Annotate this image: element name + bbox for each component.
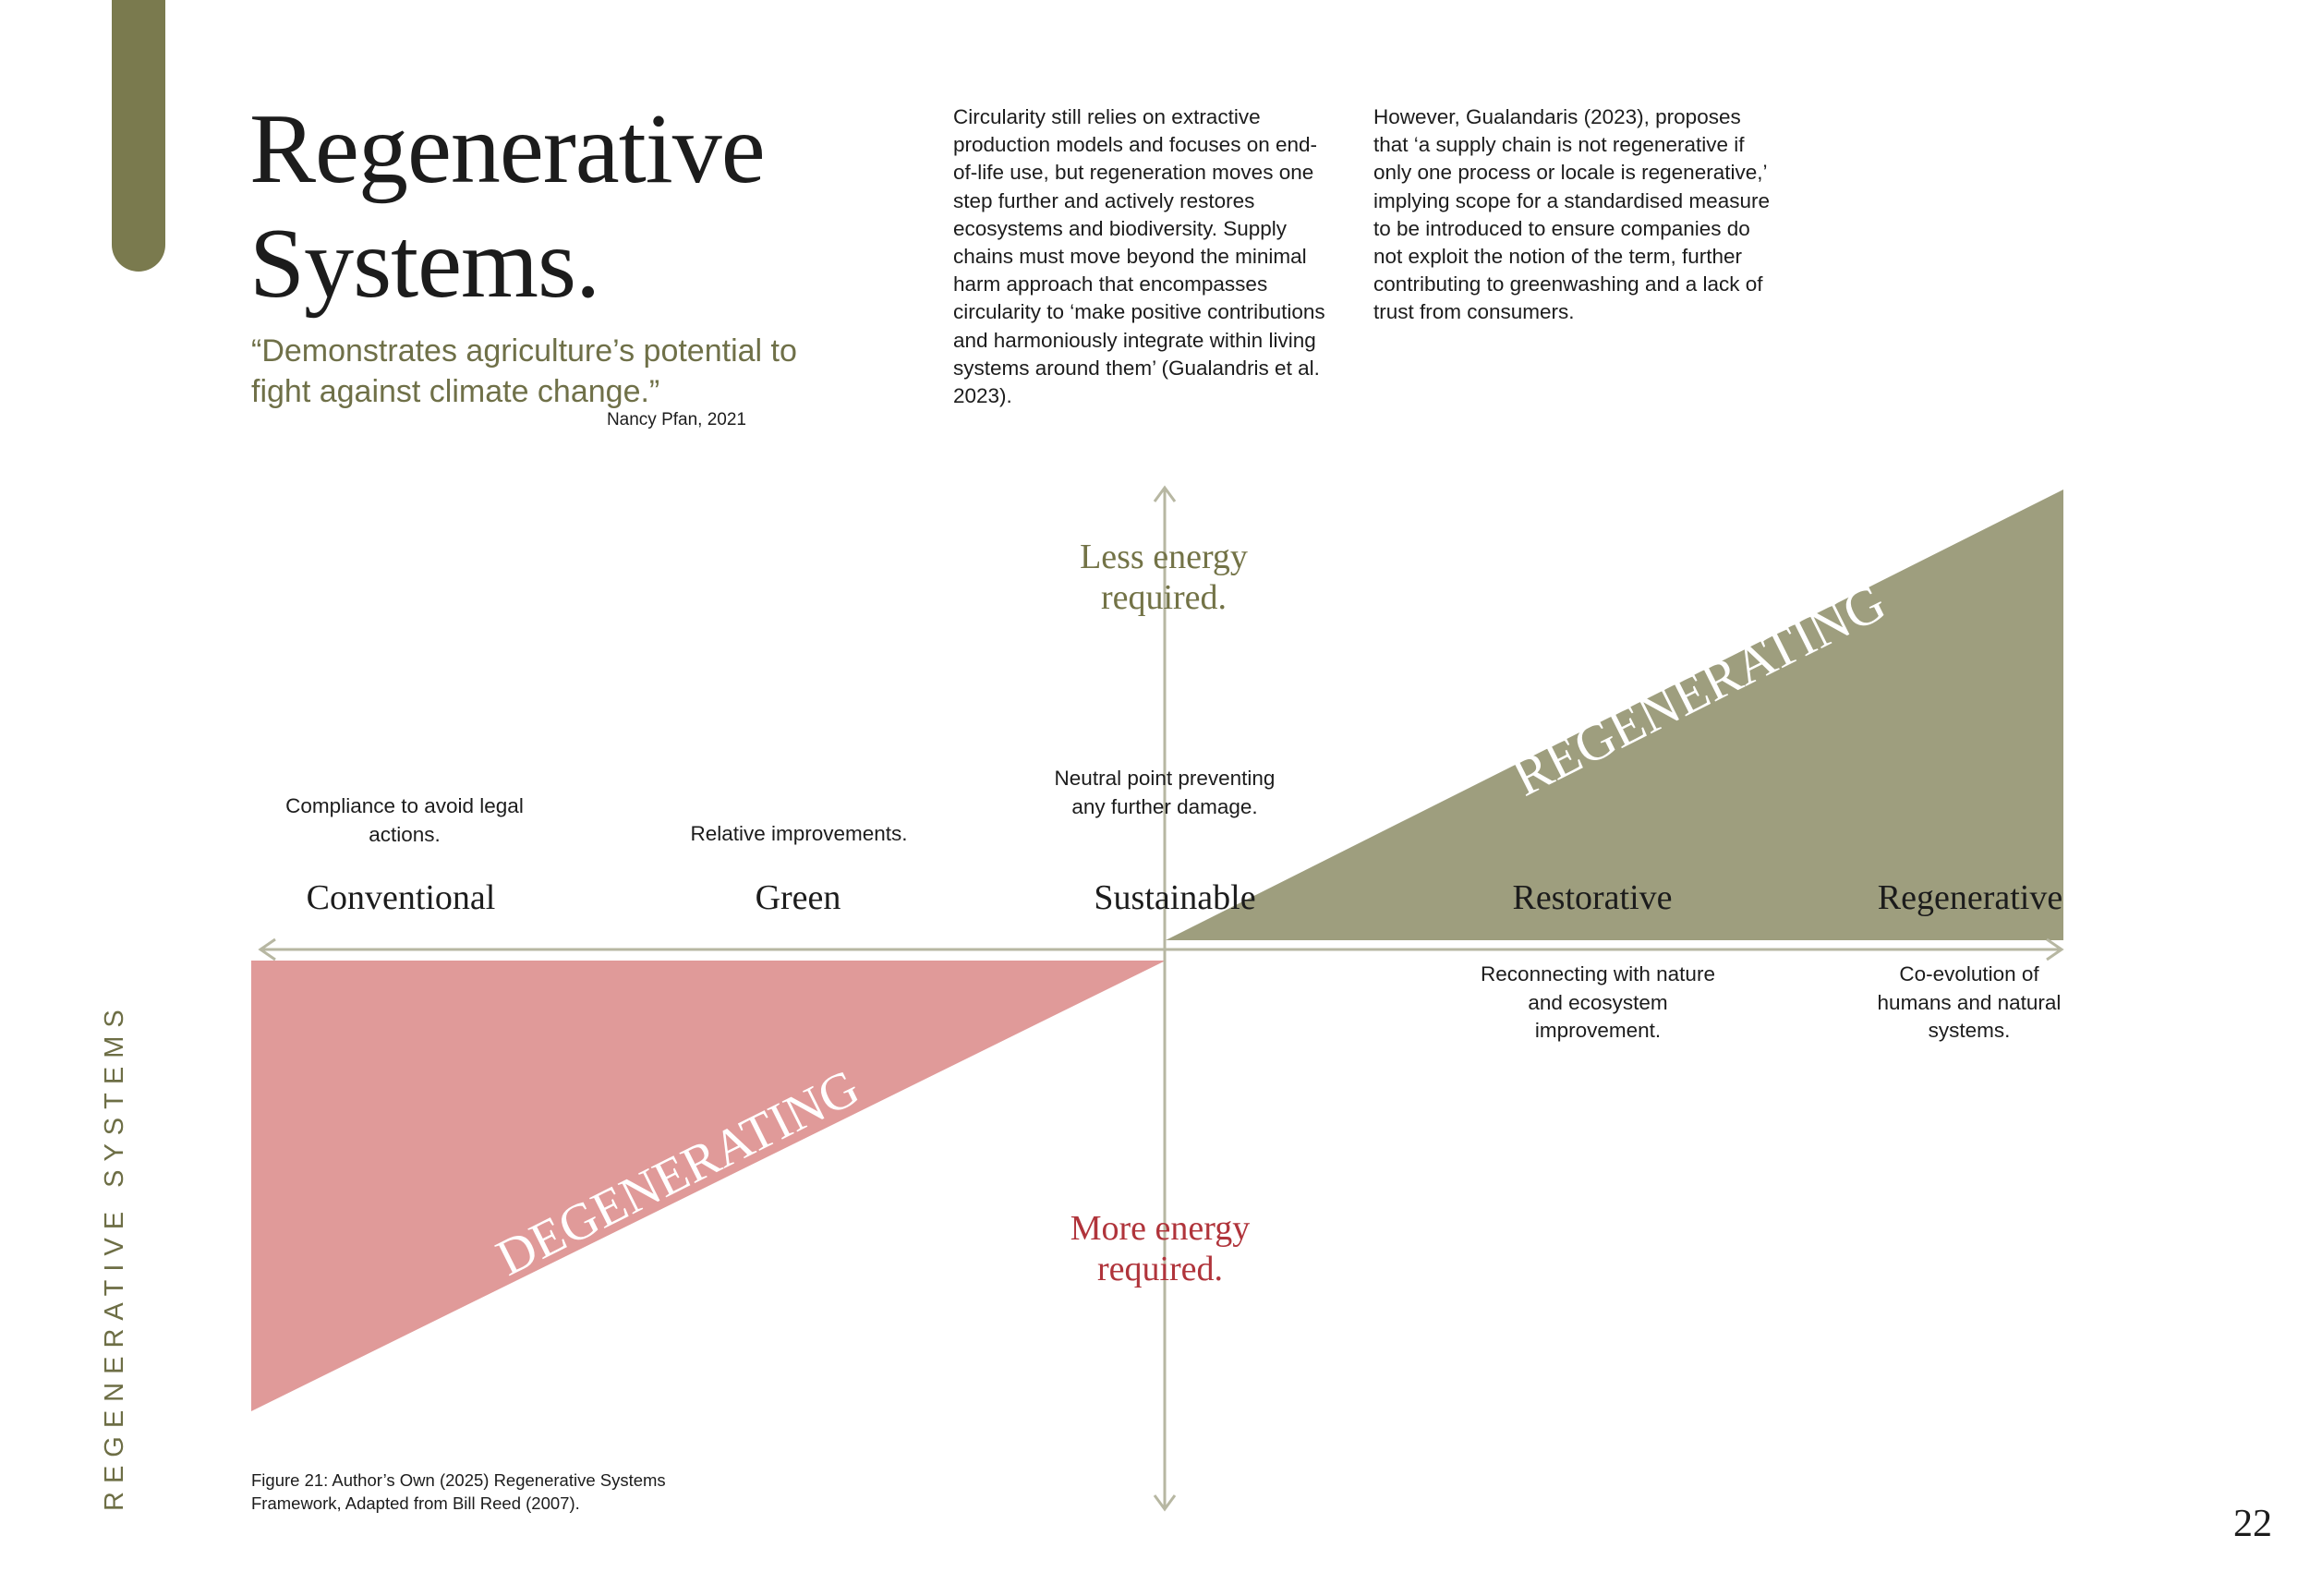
section-side-label: REGENERATIVE SYSTEMS <box>100 1001 129 1511</box>
axis-up-arrowhead <box>1153 485 1177 502</box>
quote-author: Nancy Pfan, 2021 <box>606 410 746 429</box>
stage-label-regenerative: Regenerative <box>1877 878 2063 917</box>
axis-left-arrowhead <box>258 937 276 961</box>
body-column-1: Circularity still relies on extractive p… <box>953 105 1325 408</box>
pull-quote: “Demonstrates agriculture’s potential to… <box>251 333 797 409</box>
stage-label-sustainable: Sustainable <box>1094 878 1256 917</box>
stage-label-conventional: Conventional <box>306 878 496 917</box>
axis-right-arrowhead <box>2046 937 2064 961</box>
body-column-2: However, Gualandaris (2023), proposes th… <box>1373 105 1770 324</box>
more-energy-label: More energy required. <box>1070 1209 1251 1288</box>
less-energy-label: Less energy required. <box>1080 538 1248 617</box>
stage-description-regenerative: Co-evolution of humans and natural syste… <box>1877 962 2062 1042</box>
stage-description-sustainable: Neutral point preventing any further dam… <box>1054 767 1276 818</box>
page-title: Regenerative Systems. <box>249 92 914 321</box>
axis-down-arrowhead <box>1153 1494 1177 1512</box>
stage-label-green: Green <box>755 878 841 917</box>
page-title-line-2: Systems. <box>249 209 600 319</box>
stage-description-green: Relative improvements. <box>690 822 908 845</box>
regenerating-triangle <box>1166 490 2063 940</box>
accent-bar <box>112 0 165 272</box>
stage-description-conventional: Compliance to avoid legal actions. <box>285 794 524 846</box>
figure-caption: Figure 21: Author’s Own (2025) Regenerat… <box>251 1470 666 1513</box>
degenerating-triangle <box>251 961 1166 1411</box>
stage-label-restorative: Restorative <box>1512 878 1673 917</box>
page-title-line-1: Regenerative <box>249 94 766 204</box>
page-number: 22 <box>2233 1503 2272 1545</box>
stage-description-restorative: Reconnecting with nature and ecosystem i… <box>1481 962 1715 1042</box>
